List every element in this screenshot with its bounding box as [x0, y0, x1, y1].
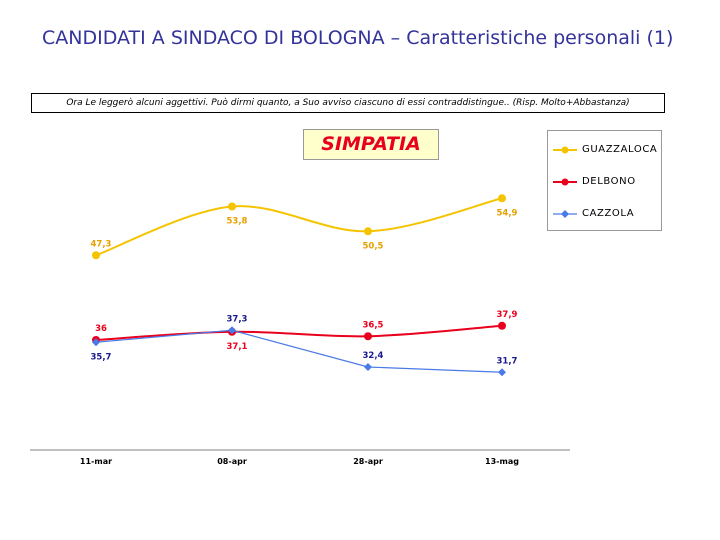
data-point-delbono-28-apr [364, 332, 372, 341]
data-point-cazzola-08-apr [228, 326, 236, 335]
data-label-delbono-11-mar: 36 [95, 324, 107, 334]
data-point-cazzola-11-mar [92, 338, 100, 347]
x-tick-label-11-mar: 11-mar [80, 457, 112, 466]
legend-item-guazzaloca: GUAZZALOCA [552, 143, 660, 157]
series-line-delbono [95, 324, 503, 341]
data-label-cazzola-28-apr: 32,4 [363, 351, 384, 361]
data-label-delbono-13-mag: 37,9 [497, 310, 518, 320]
data-point-cazzola-13-mag [498, 368, 506, 377]
series-line-cazzola [95, 329, 503, 373]
x-tick-label-08-apr: 08-apr [217, 457, 247, 466]
data-label-delbono-28-apr: 36,5 [363, 320, 384, 330]
x-tick-label-13-mag: 13-mag [485, 457, 519, 466]
data-label-cazzola-11-mar: 35,7 [91, 352, 112, 362]
legend-label-cazzola: CAZZOLA [582, 208, 635, 219]
legend-label-guazzaloca: GUAZZALOCA [582, 144, 658, 155]
legend-swatch-guazzaloca [553, 146, 577, 154]
legend-swatch-cazzola [553, 210, 577, 218]
data-label-delbono-08-apr: 37,1 [227, 342, 248, 352]
data-point-guazzaloca-13-mag [498, 194, 506, 203]
legend-item-cazzola: CAZZOLA [552, 207, 660, 221]
data-label-cazzola-13-mag: 31,7 [497, 356, 518, 366]
data-point-guazzaloca-08-apr [228, 202, 236, 211]
x-tick-label-28-apr: 28-apr [353, 457, 383, 466]
data-point-cazzola-28-apr [364, 363, 372, 371]
data-point-guazzaloca-28-apr [364, 227, 372, 236]
legend-item-delbono: DELBONO [552, 175, 660, 189]
data-label-guazzaloca-08-apr: 53,8 [227, 217, 248, 227]
data-label-cazzola-08-apr: 37,3 [227, 314, 248, 324]
data-label-guazzaloca-28-apr: 50,5 [363, 241, 384, 251]
question-box: Ora Le leggerò alcuni aggettivi. Può dir… [31, 93, 665, 113]
data-label-guazzaloca-13-mag: 54,9 [497, 208, 518, 218]
chart-title: SIMPATIA [303, 129, 439, 160]
data-point-guazzaloca-11-mar [92, 251, 100, 260]
data-point-delbono-13-mag [498, 321, 506, 330]
legend-swatch-delbono [553, 178, 577, 186]
chart-legend: GUAZZALOCA DELBONO CAZZOLA [547, 130, 662, 231]
series-line-guazzaloca [95, 197, 503, 257]
legend-label-delbono: DELBONO [582, 176, 636, 187]
data-label-guazzaloca-11-mar: 47,3 [91, 239, 112, 249]
page-title: CANDIDATI A SINDACO DI BOLOGNA – Caratte… [42, 27, 674, 49]
